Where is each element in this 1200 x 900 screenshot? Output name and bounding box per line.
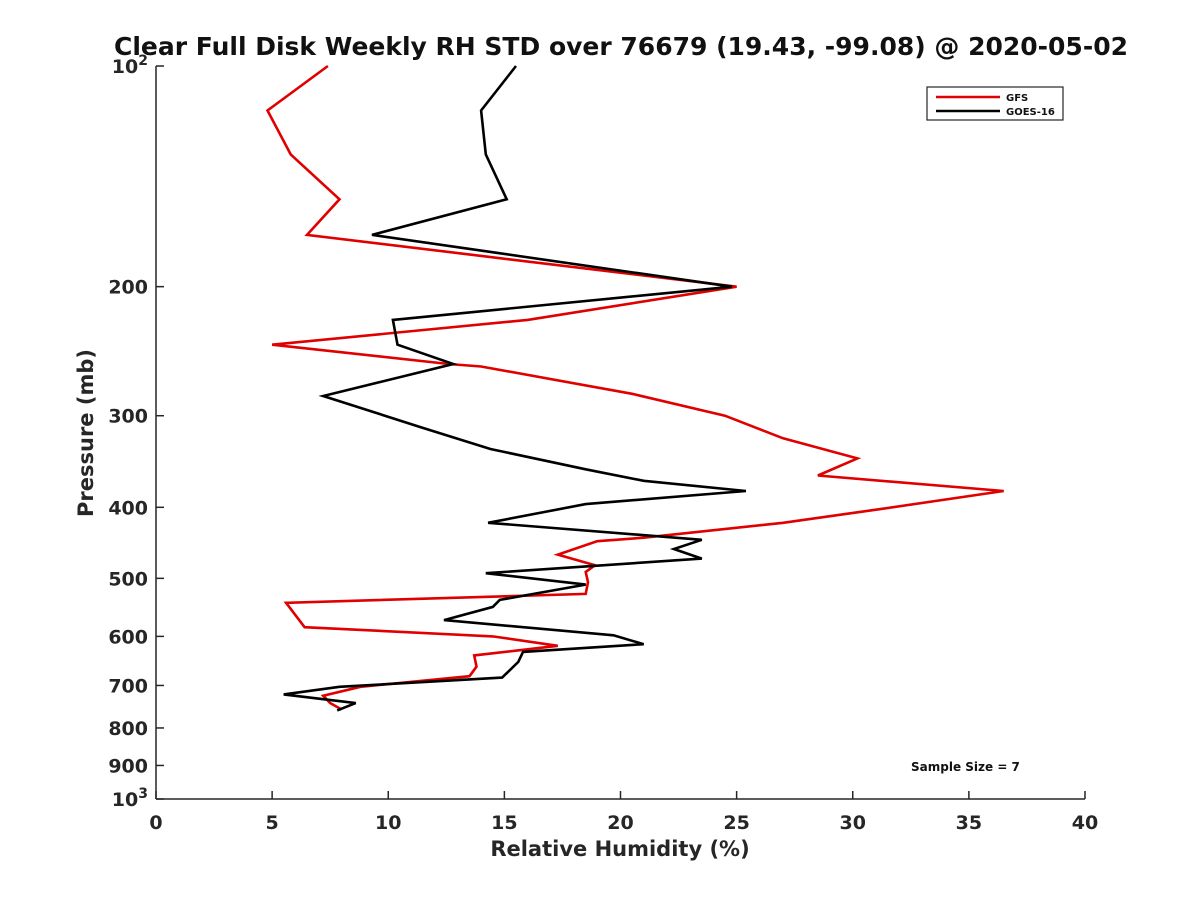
legend-box — [926, 86, 1064, 121]
x-tick-label: 5 — [266, 812, 279, 834]
x-ticks: 0 5 10 15 20 25 30 35 40 — [149, 791, 1098, 834]
x-tick-label: 0 — [149, 812, 162, 834]
series-line-gfs — [265, 64, 1004, 711]
x-tick-label: 10 — [375, 812, 401, 834]
plot-axes — [155, 66, 1085, 800]
x-tick-label: 15 — [491, 812, 517, 834]
y-tick-label: 600 — [108, 626, 148, 648]
y-tick-label: 700 — [108, 675, 148, 697]
y-tick-label: 200 — [108, 277, 148, 299]
y-axis-label: Pressure (mb) — [74, 349, 98, 517]
legend: GFS GOES-16 — [926, 86, 1064, 121]
y-tick-label: 102 — [112, 53, 148, 78]
x-tick-label: 25 — [723, 812, 749, 834]
y-tick-label: 800 — [108, 718, 148, 740]
x-tick-label: 35 — [956, 812, 982, 834]
x-tick-label: 40 — [1072, 812, 1098, 834]
legend-label-goes-16: GOES-16 — [1006, 107, 1055, 118]
x-tick-label: 30 — [840, 812, 866, 834]
y-ticks: 102 200 300 400 500 600 700 800 900 103 — [108, 53, 164, 811]
y-tick-label: 103 — [112, 786, 148, 811]
series-line-goes-16 — [283, 65, 747, 712]
y-tick-label: 500 — [108, 568, 148, 590]
x-tick-label: 20 — [607, 812, 633, 834]
y-tick-label: 300 — [108, 406, 148, 428]
y-tick-label: 900 — [108, 755, 148, 777]
y-tick-label: 400 — [108, 497, 148, 519]
legend-label-gfs: GFS — [1006, 93, 1028, 104]
x-axis-label: Relative Humidity (%) — [490, 837, 749, 861]
series-layer — [265, 64, 1004, 712]
sample-size-annotation: Sample Size = 7 — [911, 760, 1020, 774]
chart-title: Clear Full Disk Weekly RH STD over 76679… — [114, 32, 1128, 61]
